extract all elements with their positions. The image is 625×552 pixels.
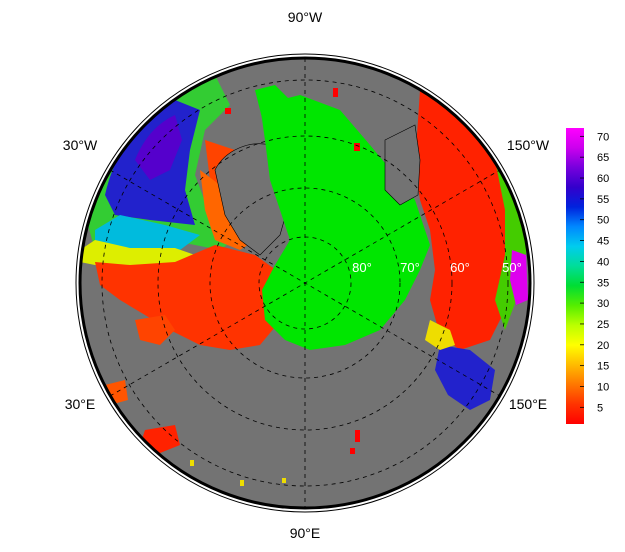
colorbar-tick-label: 10 (597, 381, 609, 393)
lake-patch (190, 460, 194, 466)
lake-patch (355, 430, 360, 442)
lon-label-bottom: 90°E (290, 525, 321, 541)
lake-patch (350, 448, 355, 454)
graticule-lat-70 (209, 187, 401, 379)
colorbar-tick-label: 45 (597, 236, 609, 248)
graticule-lat-50 (101, 79, 509, 487)
lon-label-upper-right: 150°W (507, 137, 550, 153)
colorbar-tick-label: 60 (597, 173, 609, 185)
colorbar-tick-label: 20 (597, 340, 609, 352)
lake-patch (240, 480, 244, 486)
lon-label-top: 90°W (288, 9, 323, 25)
map-inner-ring (75, 53, 535, 513)
polar-map (80, 58, 530, 508)
canadian-archipelago-ice (255, 85, 290, 120)
lat-label-70: 70° (400, 260, 420, 275)
colorbar-tick-label: 50 (597, 215, 609, 227)
baltic-patch (135, 315, 175, 345)
atlantic-yellow-band (80, 240, 195, 270)
pacific-magenta-patch (510, 250, 528, 305)
lake-patch (225, 108, 231, 114)
colorbar-tick-label: 5 (597, 402, 603, 414)
colorbar-tick-label: 55 (597, 194, 609, 206)
lake-patch (282, 478, 286, 483)
atlantic-cyan-field (95, 215, 200, 250)
okhotsk-yellow-edge (425, 320, 455, 350)
graticule-meridian (109, 169, 501, 397)
graticule (101, 58, 509, 508)
lon-label-lower-left: 30°E (65, 396, 96, 412)
lake-patch (333, 88, 338, 97)
central-arctic-ice (260, 95, 430, 350)
colorbar-tick-label: 30 (597, 298, 609, 310)
lake-patch (354, 143, 360, 151)
okhotsk-blue-field (435, 345, 495, 410)
lat-label-80: 80° (352, 260, 372, 275)
colorbar-tick-label: 35 (597, 277, 609, 289)
colorbar-gradient (566, 128, 584, 424)
lon-label-lower-right: 150°E (509, 396, 547, 412)
alaska (384, 124, 421, 206)
graticule-lat-60 (157, 135, 453, 431)
lat-label-50: 50° (502, 260, 522, 275)
colorbar-tick-label: 70 (597, 131, 609, 143)
lat-label-60: 60° (450, 260, 470, 275)
colorbar-tick-label: 40 (597, 256, 609, 268)
barents-warm-field (95, 245, 290, 350)
colorbar: 70 65 60 55 50 45 40 35 30 25 20 15 10 5 (566, 128, 609, 424)
colorbar-tick-label: 15 (597, 361, 609, 373)
lon-label-upper-left: 30°W (63, 137, 98, 153)
colorbar-tick-label: 65 (597, 152, 609, 164)
colorbar-tick-label: 25 (597, 319, 609, 331)
map-outer-ring (78, 56, 532, 510)
